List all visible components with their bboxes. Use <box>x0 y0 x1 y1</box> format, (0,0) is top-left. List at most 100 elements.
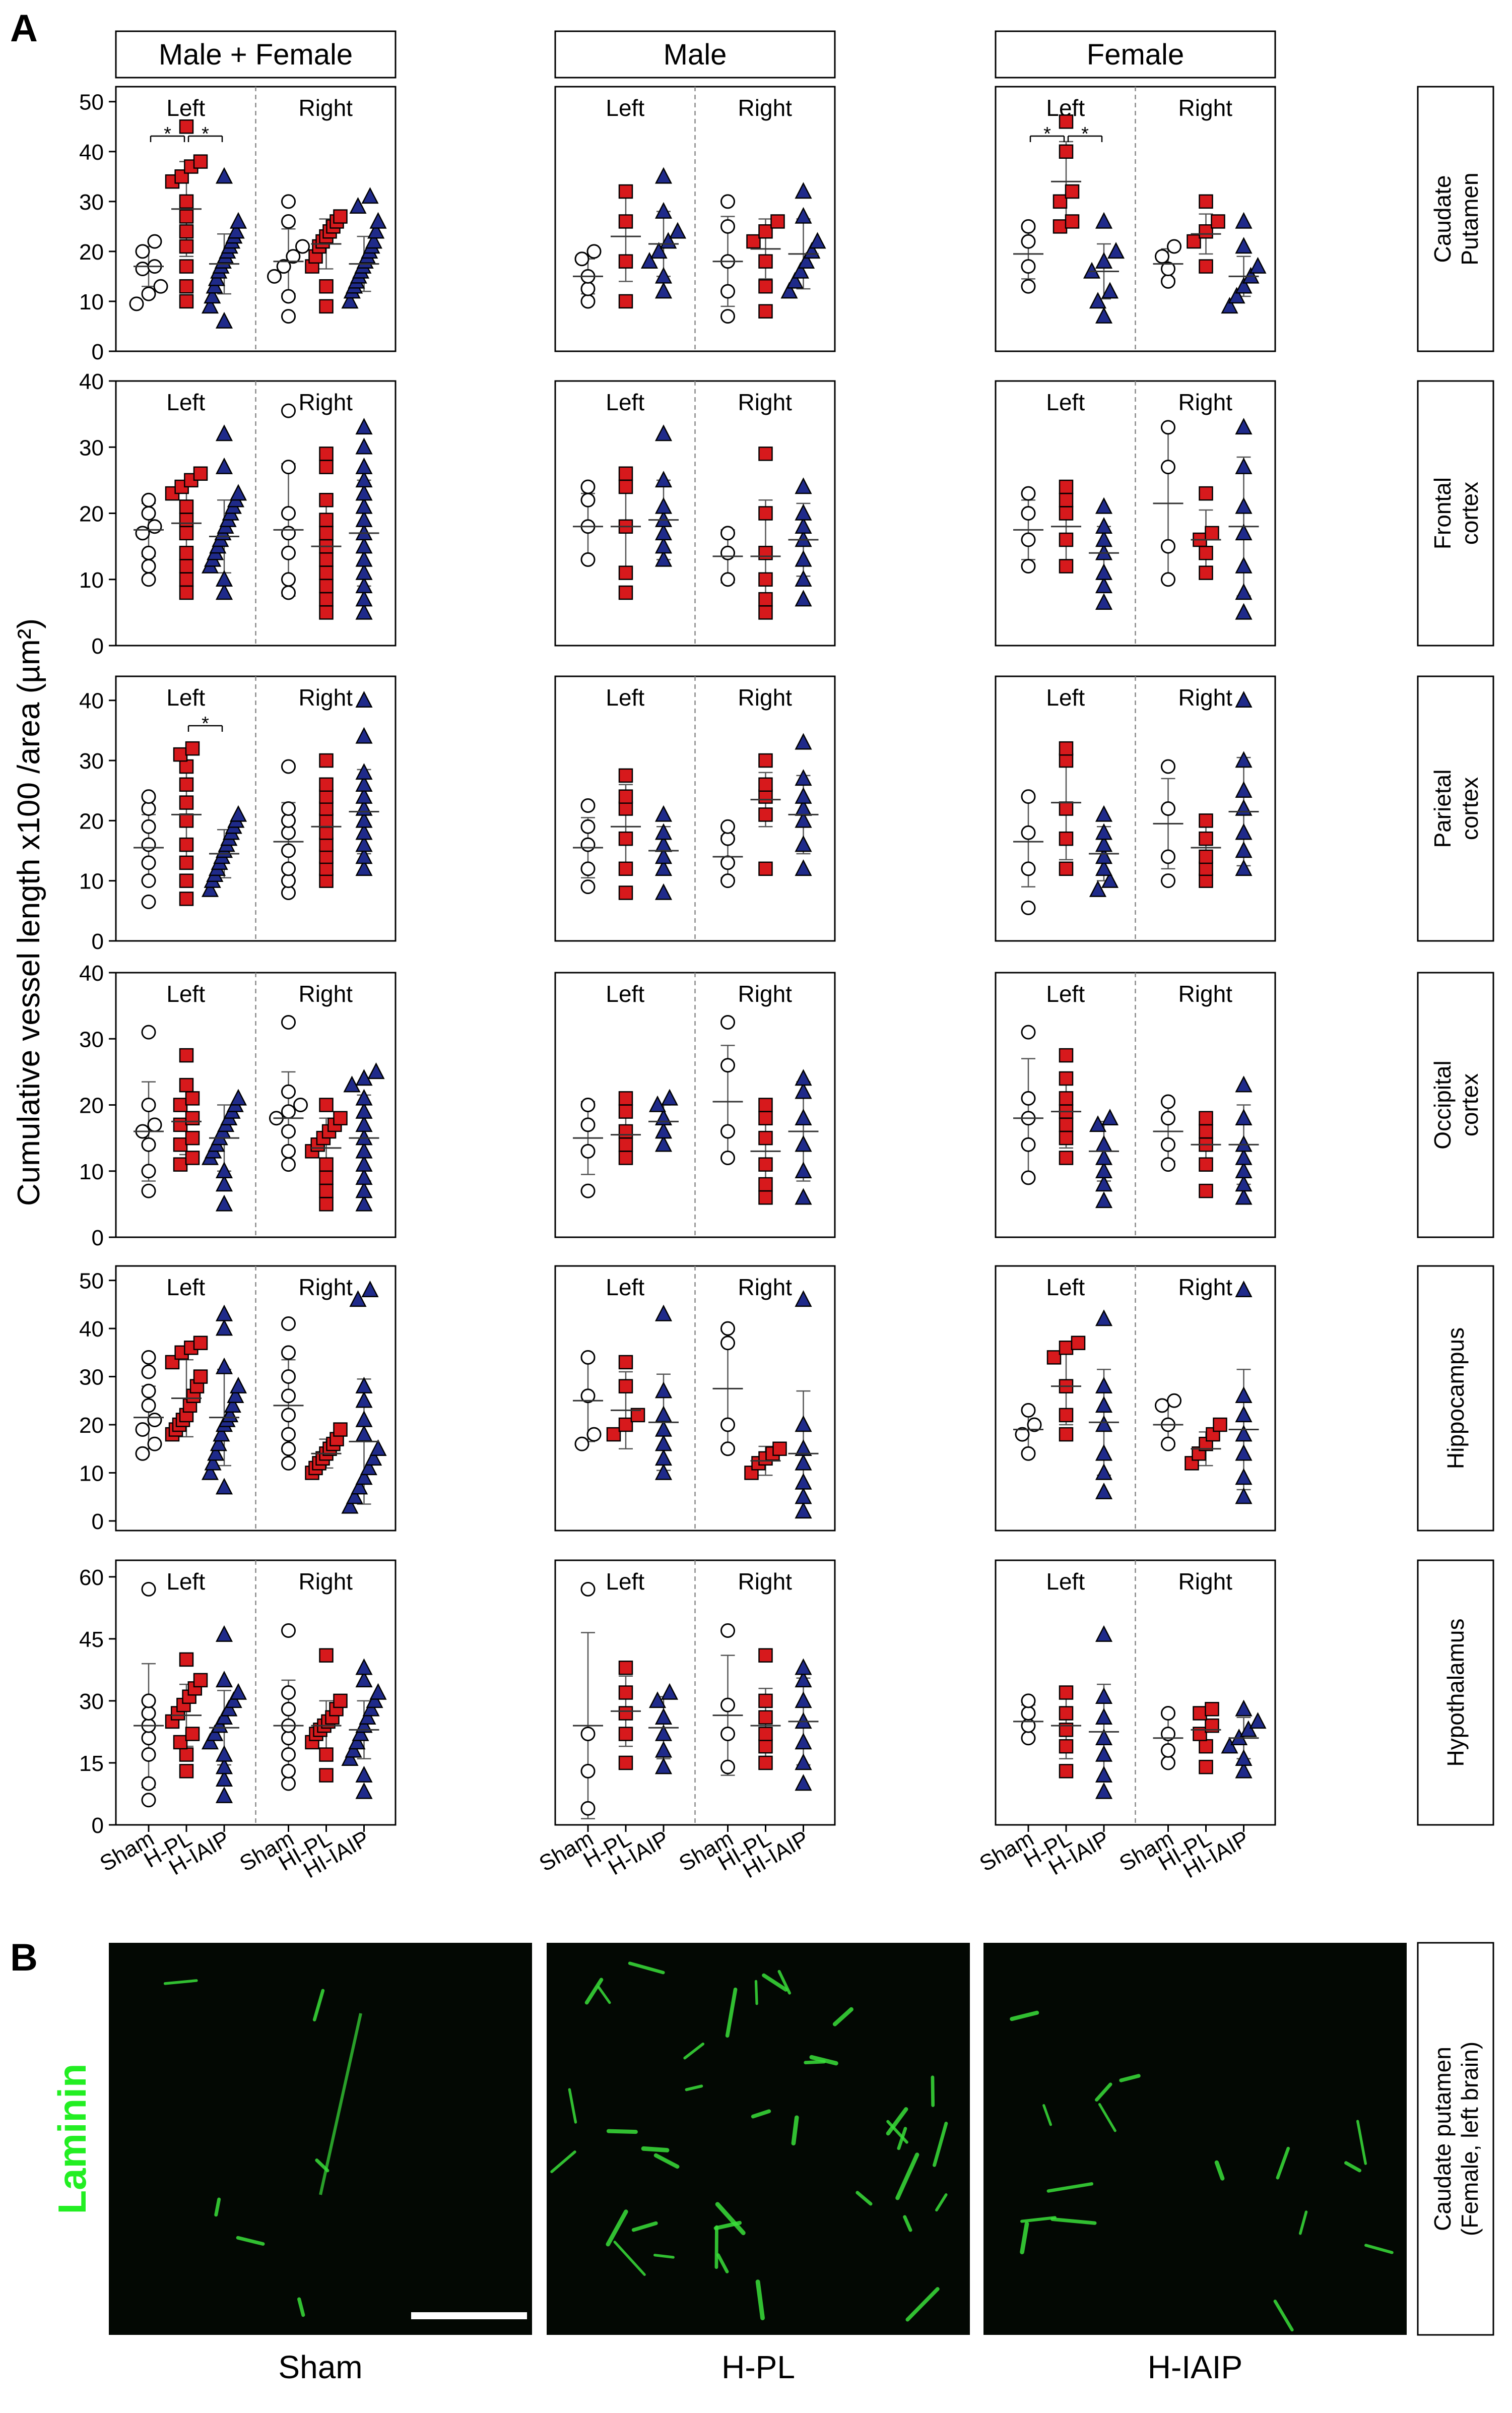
vessel <box>1276 2146 1290 2180</box>
data-point-iaip <box>795 1733 812 1750</box>
data-point-iaip <box>367 1062 385 1080</box>
data-point-pl <box>319 801 334 816</box>
data-point-sham <box>147 1436 162 1451</box>
group-pl <box>311 753 342 888</box>
data-point-pl <box>758 1130 773 1146</box>
data-point-sham <box>580 1388 596 1404</box>
hemisphere-label: Left <box>166 389 205 415</box>
data-point-pl <box>1199 224 1213 239</box>
data-point-pl <box>746 234 761 249</box>
data-point-pl <box>758 1190 773 1205</box>
data-point-pl <box>1053 219 1068 234</box>
panel-r3-c0: 0 10 20 30 40 Left Right <box>79 961 397 1250</box>
data-point-pl <box>1199 259 1213 274</box>
data-point-iaip <box>654 805 673 822</box>
data-point-pl <box>179 1048 194 1063</box>
data-point-pl <box>618 1104 633 1119</box>
data-point-iaip <box>654 1381 673 1399</box>
data-point-pl <box>185 1091 200 1106</box>
data-point-iaip <box>229 1683 247 1700</box>
data-point-pl <box>1059 753 1074 768</box>
panel-r1-c0: 0 10 20 30 40 Left Right <box>79 369 397 659</box>
data-point-iaip <box>795 769 812 786</box>
micrographs: Sham H-PL H-IAIP Laminin Caudate putamen(Fem… <box>50 1942 1494 2385</box>
region-label-line: Putamen <box>1457 172 1483 265</box>
panel-r4-c1: Left Right <box>554 1265 836 1532</box>
data-point-pl <box>193 466 208 481</box>
data-point-iaip <box>345 1741 362 1758</box>
data-point-iaip <box>654 847 673 864</box>
data-point-iaip <box>1249 1712 1267 1729</box>
hemisphere-label: Left <box>1046 684 1085 711</box>
data-point-sham <box>281 1144 296 1159</box>
data-point-pl <box>319 447 334 461</box>
data-point-pl <box>618 214 633 229</box>
data-point-iaip <box>367 222 385 239</box>
data-point-sham <box>1161 873 1175 888</box>
group-pl <box>611 1091 641 1165</box>
data-point-sham <box>281 1731 296 1746</box>
hemisphere-label: Left <box>166 1274 205 1300</box>
micrograph-side-label: Caudate putamen(Female, left brain) <box>1417 1942 1494 2336</box>
data-point-iaip <box>355 1468 373 1485</box>
data-point-sham <box>141 572 156 587</box>
data-point-iaip <box>355 437 373 455</box>
data-point-iaip <box>795 811 812 828</box>
y-tick-label: 20 <box>79 1094 104 1118</box>
data-point-sham <box>281 1345 296 1360</box>
data-point-pl <box>1199 873 1213 888</box>
data-point-iaip <box>1095 823 1113 840</box>
data-point-sham <box>276 259 291 274</box>
vessel <box>715 2202 746 2236</box>
data-point-iaip <box>215 583 233 600</box>
data-point-pl <box>319 513 334 527</box>
hemisphere-label: Left <box>1046 981 1085 1007</box>
region-label-line: Occipital <box>1429 1060 1456 1149</box>
data-point-sham <box>1021 532 1036 547</box>
data-point-iaip <box>351 1478 368 1495</box>
data-point-pl <box>319 493 334 507</box>
group-pl <box>1191 486 1221 580</box>
micrograph-image <box>547 1943 970 2335</box>
data-point-sham <box>720 1417 735 1432</box>
data-point-iaip <box>355 1181 373 1198</box>
data-point-pl <box>1205 526 1219 541</box>
data-point-iaip <box>654 524 673 541</box>
data-point-sham <box>281 1388 296 1404</box>
group-sham <box>129 234 168 311</box>
data-point-pl <box>618 1091 633 1106</box>
data-point-iaip <box>210 1434 227 1451</box>
data-point-iaip <box>215 1786 233 1803</box>
data-point-pl <box>618 1355 633 1370</box>
group-iaip <box>1083 212 1125 324</box>
data-point-iaip <box>648 1095 667 1112</box>
vessel <box>1095 2082 1112 2102</box>
data-point-sham <box>267 269 282 284</box>
vessel <box>606 2129 638 2134</box>
data-point-iaip <box>369 1439 387 1456</box>
y-tick-label: 40 <box>79 689 104 714</box>
data-point-iaip <box>1095 805 1113 822</box>
data-point-iaip <box>359 1707 376 1725</box>
vessel <box>933 2122 948 2167</box>
data-point-sham <box>580 1801 596 1816</box>
data-point-sham <box>586 244 602 259</box>
data-point-sham <box>153 279 168 294</box>
region-label-1: Frontalcortex <box>1417 380 1494 647</box>
data-point-pl <box>618 1124 633 1139</box>
micrograph-image <box>109 1943 532 2335</box>
data-point-sham <box>281 585 296 600</box>
data-point-sham <box>720 1727 735 1742</box>
data-point-pl <box>319 1768 334 1783</box>
data-point-sham <box>586 1427 602 1442</box>
data-point-iaip <box>1235 1386 1253 1403</box>
group-sham <box>1013 219 1043 294</box>
data-point-sham <box>1027 1417 1042 1432</box>
data-point-sham <box>580 1144 596 1159</box>
data-point-iaip <box>795 550 812 567</box>
data-point-sham <box>1161 572 1175 587</box>
data-point-sham <box>720 194 735 209</box>
region-label-line: cortex <box>1457 482 1483 545</box>
data-point-iaip <box>661 1089 679 1106</box>
data-point-sham <box>141 1706 156 1721</box>
